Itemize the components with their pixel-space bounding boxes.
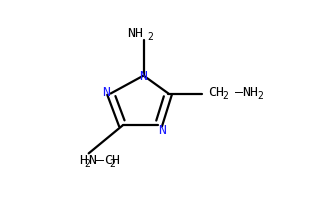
Text: N: N — [88, 153, 96, 166]
Text: N: N — [102, 86, 110, 99]
Text: 2: 2 — [257, 91, 263, 101]
Text: NH: NH — [128, 27, 144, 40]
Text: CH: CH — [208, 86, 224, 99]
Text: 2: 2 — [110, 158, 115, 168]
Text: NH: NH — [242, 86, 258, 99]
Text: —: — — [227, 86, 251, 99]
Text: N: N — [140, 70, 147, 83]
Text: N: N — [158, 123, 167, 136]
Text: 2: 2 — [223, 91, 228, 101]
Text: 2: 2 — [147, 32, 153, 42]
Text: —: — — [96, 153, 104, 166]
Text: H: H — [79, 153, 87, 166]
Text: CH: CH — [104, 153, 120, 166]
Text: 2: 2 — [84, 158, 90, 168]
